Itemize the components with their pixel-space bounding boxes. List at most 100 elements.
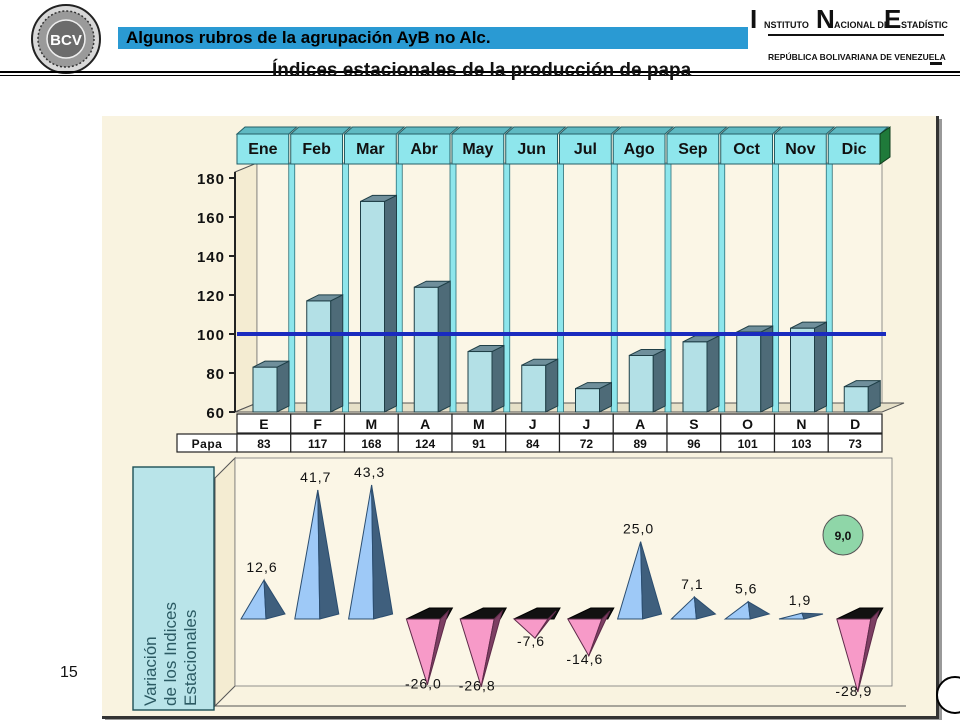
pyramid-face-dark: [857, 609, 880, 693]
category-label: J: [582, 416, 590, 432]
month-divider-post: [503, 163, 511, 413]
annotation-circle: [822, 514, 864, 556]
bar-ene: [252, 360, 290, 413]
variation-ylabel-line: Variación: [141, 636, 160, 706]
y-tick-label: 120: [197, 288, 225, 305]
month-tab-label: Sep: [678, 141, 708, 158]
month-tab-face: [612, 133, 666, 165]
month-tab-may: May: [450, 126, 514, 165]
variation-pyramid-may: [459, 607, 508, 687]
month-tab-top: [665, 126, 729, 135]
month-tab-label: May: [462, 141, 493, 158]
data-cell: [827, 433, 883, 453]
month-tab-label: Mar: [356, 141, 384, 158]
series-name-label: Papa: [192, 437, 223, 451]
month-divider-post: [610, 163, 618, 413]
bar-top: [844, 380, 881, 388]
bar-side: [384, 194, 397, 413]
header-rule: [0, 71, 960, 73]
category-label: A: [420, 416, 430, 432]
header-rule-thin: [0, 75, 960, 76]
month-tab-face: [774, 133, 827, 165]
bar-dic: [843, 379, 881, 413]
bar-abr: [413, 280, 451, 413]
month-tab-face: [559, 133, 612, 165]
bar-side: [491, 344, 505, 413]
bar-front: [575, 388, 600, 413]
pyramid-face-dark: [588, 610, 611, 657]
variation-value-label: 43,3: [354, 464, 385, 480]
month-tab-face: [236, 133, 290, 165]
month-tab-label: Nov: [785, 141, 815, 158]
data-value: 72: [580, 437, 594, 451]
bar-front: [360, 200, 385, 413]
data-value: 91: [472, 437, 486, 451]
month-tab-sep: Sep: [665, 126, 729, 165]
month-tab-label: Jun: [517, 141, 545, 158]
bar-jul: [575, 381, 612, 413]
month-divider-post: [342, 163, 349, 413]
annotation-label: 9,0: [835, 529, 852, 543]
bar-front: [736, 331, 762, 413]
variation-pyramid-feb: [294, 489, 340, 620]
month-tab-nov: Nov: [773, 126, 836, 165]
page-title: Índices estacionales de la producción de…: [272, 60, 692, 81]
pyramid-face-dark: [534, 610, 557, 639]
category-label: N: [796, 416, 806, 432]
bar-may: [467, 344, 505, 413]
subtitle: Algunos rubros de la agrupación AyB no A…: [126, 28, 491, 47]
ine-logo-word2: ACIONAL DE: [834, 20, 890, 30]
y-tick-label: 180: [197, 171, 225, 188]
variation-pyramid-ago: [616, 541, 663, 620]
variation-value-label: -26,8: [459, 678, 496, 694]
bar-jun: [521, 358, 559, 413]
bar-top: [414, 280, 451, 288]
month-tab-feb: Feb: [289, 126, 352, 165]
category-label: M: [473, 416, 485, 432]
month-divider-post: [449, 163, 457, 413]
variation-pyramid-sep: [670, 595, 717, 620]
month-tab-top: [558, 126, 621, 135]
bar-side: [276, 360, 290, 413]
pyramid-face-dark: [263, 579, 286, 620]
variation-ylabel-line: Estacionales: [181, 610, 200, 706]
data-value: 124: [415, 437, 435, 451]
plot-back-wall: [256, 162, 883, 404]
month-tab-top: [396, 126, 460, 135]
y-tick-label: 60: [206, 405, 225, 422]
bar-front: [306, 300, 332, 413]
variation-pyramid-oct: [723, 600, 771, 620]
month-tab-label: Ene: [248, 141, 277, 158]
category-label: D: [850, 416, 860, 432]
variation-pyramid-dic: [836, 607, 884, 693]
ine-logo-big-n: N: [816, 4, 835, 34]
category-cell: [827, 413, 883, 434]
month-tab-top: [450, 126, 514, 135]
data-value: 83: [257, 437, 271, 451]
pyramid-face-dark: [426, 609, 450, 685]
variation-label-box: [132, 466, 215, 711]
data-value: 168: [361, 437, 381, 451]
category-label: J: [529, 416, 537, 432]
variation-pyramid-ene: [240, 578, 286, 620]
variation-value-label: -28,9: [835, 683, 872, 699]
month-tab-oct: Oct: [719, 126, 782, 165]
variation-value-label: 12,6: [246, 559, 277, 575]
month-tab-ago: Ago: [611, 126, 675, 165]
category-label: S: [689, 416, 698, 432]
variation-pyramid-mar: [348, 484, 394, 620]
variation-value-label: -26,0: [405, 676, 442, 692]
y-tick-label: 140: [197, 249, 225, 266]
y-tick-label: 100: [197, 327, 225, 344]
month-tab-top: [289, 126, 352, 135]
category-label: O: [742, 416, 753, 432]
month-divider-post: [772, 163, 779, 413]
page-number: 15: [60, 664, 78, 681]
category-label: A: [635, 416, 645, 432]
y-tick-label: 80: [206, 366, 225, 383]
month-tab-label: Jul: [574, 141, 597, 158]
month-tab-end-side: [879, 126, 891, 165]
month-tab-label: Feb: [302, 141, 331, 158]
variation-ylabel-line: de los Indices: [161, 602, 180, 706]
